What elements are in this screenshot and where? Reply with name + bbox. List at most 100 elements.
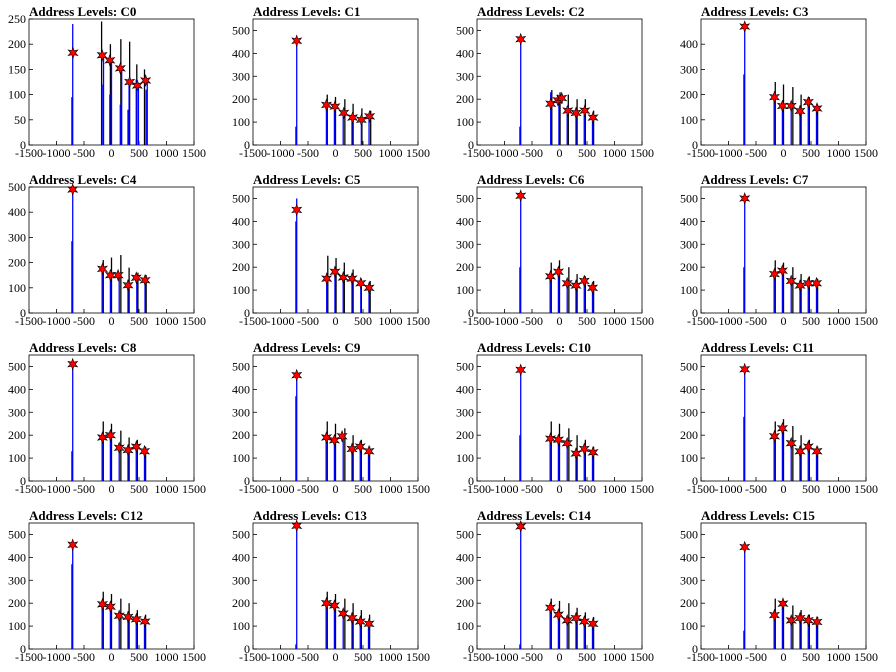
peak-star-marker — [130, 440, 142, 454]
y-tick-label: 500 — [456, 23, 474, 37]
peak-star-marker — [291, 368, 303, 382]
x-tick-label: 500 — [354, 146, 372, 160]
x-tick-label: -500 — [521, 146, 543, 160]
y-tick-label: 100 — [8, 619, 26, 633]
peak-star-marker — [337, 271, 349, 284]
y-tick-label: 400 — [8, 205, 26, 219]
y-tick-label: 500 — [232, 359, 250, 373]
y-tick-label: 500 — [680, 359, 698, 373]
x-tick-label: 0 — [557, 146, 563, 160]
peak-star-marker — [346, 442, 358, 456]
y-tick-label: 300 — [680, 237, 698, 251]
x-tick-label: -500 — [297, 650, 319, 664]
x-tick-label: 0 — [557, 314, 563, 328]
peak-star-marker — [768, 90, 780, 104]
x-tick-label: 1500 — [630, 314, 654, 328]
x-tick-label: -1500 — [687, 146, 715, 160]
peak-star-marker — [363, 617, 375, 631]
x-tick-label: 500 — [578, 314, 596, 328]
y-tick-label: 100 — [680, 283, 698, 297]
peak-star-marker — [354, 440, 366, 454]
panel-c1: Address Levels: C10100200300400500-1500-… — [232, 4, 430, 160]
panel-c10: Address Levels: C10 0 100 200 300 400 500 -1500… — [456, 340, 654, 496]
peak-star-marker — [104, 600, 116, 614]
panel-c15: Address Levels: C15 0 100 200 300 400 500 -1500… — [680, 508, 878, 664]
x-tick-label: 500 — [802, 650, 820, 664]
y-tick-label: 500 — [456, 191, 474, 205]
y-tick-label: 100 — [456, 451, 474, 465]
x-tick-label: 0 — [333, 314, 339, 328]
x-tick-label: 500 — [130, 314, 148, 328]
panel-title: Address Levels: C1 — [253, 4, 360, 19]
peak-star-marker — [544, 269, 557, 283]
x-tick-label: -1500 — [239, 482, 267, 496]
peak-star-marker — [140, 74, 152, 87]
y-tick-label: 300 — [680, 405, 698, 419]
panel-title: Address Levels: C6 — [477, 172, 585, 187]
panel-title: Address Levels: C2 — [477, 4, 584, 19]
peak-star-marker — [561, 613, 573, 627]
y-tick-label: 200 — [232, 428, 250, 442]
x-tick-label: 500 — [578, 650, 596, 664]
x-tick-label: 1500 — [630, 650, 654, 664]
panel-title: Address Levels: C7 — [701, 172, 809, 187]
peak-star-marker — [739, 362, 751, 376]
x-tick-label: 0 — [781, 314, 787, 328]
peak-star-marker — [139, 273, 151, 287]
peak-star-marker — [96, 262, 108, 276]
x-tick-label: -1000 — [43, 314, 71, 328]
y-tick-label: 0 — [468, 306, 474, 320]
y-tick-label: 500 — [680, 191, 698, 205]
peak-star-marker — [96, 48, 108, 62]
y-tick-label: 0 — [20, 642, 26, 656]
peak-star-marker — [122, 610, 134, 624]
x-tick-label: -1500 — [239, 146, 267, 160]
x-tick-label: 0 — [109, 650, 115, 664]
x-tick-label: -500 — [745, 146, 767, 160]
peak-star-marker — [130, 271, 142, 285]
peak-star-marker — [515, 363, 527, 377]
x-tick-label: -1000 — [491, 314, 519, 328]
x-tick-label: -500 — [745, 314, 767, 328]
y-tick-label: 200 — [232, 92, 250, 106]
peak-star-marker — [739, 540, 751, 554]
y-tick-label: 400 — [232, 214, 250, 228]
x-tick-label: -500 — [745, 650, 767, 664]
x-tick-label: 1500 — [182, 146, 206, 160]
x-tick-label: -500 — [297, 314, 319, 328]
peak-star-marker — [587, 111, 599, 124]
x-tick-label: 0 — [781, 650, 787, 664]
x-tick-label: -1500 — [463, 314, 491, 328]
x-tick-label: -1500 — [239, 650, 267, 664]
y-tick-label: 100 — [456, 115, 474, 129]
x-tick-label: -500 — [745, 482, 767, 496]
peak-star-marker — [67, 46, 79, 60]
peak-star-marker — [785, 613, 797, 627]
x-tick-label: 500 — [354, 314, 372, 328]
y-tick-label: 200 — [456, 428, 474, 442]
y-tick-label: 500 — [8, 180, 26, 194]
x-tick-label: -500 — [521, 650, 543, 664]
x-tick-label: -1500 — [463, 482, 491, 496]
y-tick-label: 100 — [232, 619, 250, 633]
y-tick-label: 0 — [692, 474, 698, 488]
panel-c2: Address Levels: C20100200300400500-1500-… — [456, 4, 654, 160]
panel-title: Address Levels: C12 — [29, 508, 143, 523]
peak-star-marker — [355, 113, 367, 127]
peak-star-marker — [570, 447, 582, 460]
x-tick-label: 500 — [130, 482, 148, 496]
peak-star-marker — [355, 276, 367, 290]
peak-star-marker — [811, 615, 823, 629]
peak-star-marker — [768, 608, 780, 622]
peak-star-marker — [113, 441, 125, 455]
peak-star-marker — [114, 61, 126, 75]
x-tick-label: 0 — [333, 482, 339, 496]
y-tick-label: 0 — [20, 138, 26, 152]
x-tick-label: 1500 — [630, 482, 654, 496]
y-tick-label: 400 — [8, 550, 26, 564]
x-tick-label: 0 — [557, 482, 563, 496]
x-tick-label: -500 — [73, 314, 95, 328]
peak-star-marker — [545, 97, 557, 111]
peak-star-marker — [346, 272, 358, 286]
y-tick-label: 300 — [456, 69, 474, 83]
